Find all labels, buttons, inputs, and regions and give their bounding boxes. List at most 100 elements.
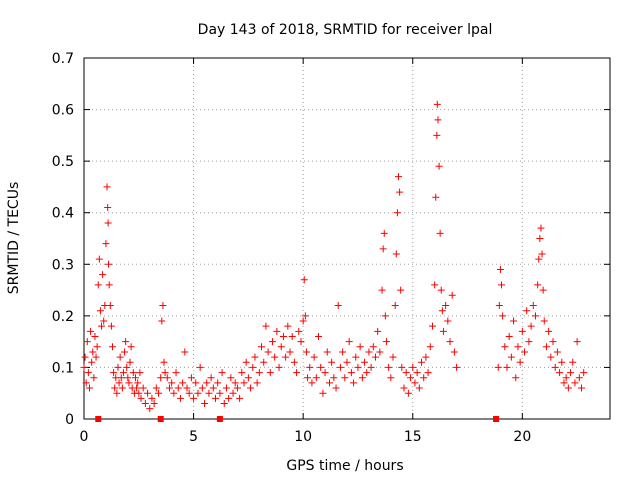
- data-point: [192, 379, 200, 387]
- data-point: [578, 384, 586, 392]
- data-point: [301, 312, 309, 320]
- data-point: [352, 353, 360, 361]
- data-point: [185, 389, 193, 397]
- data-point: [81, 353, 89, 361]
- data-point: [422, 353, 430, 361]
- data-point: [218, 369, 226, 377]
- data-point: [539, 286, 547, 294]
- data-point: [545, 327, 553, 335]
- x-tick-label: 5: [189, 429, 198, 445]
- data-point: [279, 332, 287, 340]
- data-point: [438, 307, 446, 315]
- data-point: [312, 374, 320, 382]
- data-point: [400, 384, 408, 392]
- data-point: [418, 358, 426, 366]
- data-point: [203, 379, 211, 387]
- data-point: [136, 369, 144, 377]
- data-point: [376, 348, 384, 356]
- data-point: [293, 369, 301, 377]
- data-point: [404, 389, 412, 397]
- data-point: [300, 276, 308, 284]
- data-point: [172, 369, 180, 377]
- data-point: [196, 363, 204, 371]
- data-point: [288, 332, 296, 340]
- data-point: [108, 343, 116, 351]
- data-point: [379, 245, 387, 253]
- data-point: [92, 353, 100, 361]
- data-point: [129, 369, 137, 377]
- data-point: [121, 348, 129, 356]
- data-point: [155, 389, 163, 397]
- data-point: [198, 384, 206, 392]
- data-point: [255, 369, 263, 377]
- data-point: [378, 286, 386, 294]
- data-point: [494, 363, 502, 371]
- data-point: [319, 389, 327, 397]
- data-point: [439, 327, 447, 335]
- data-point: [181, 348, 189, 356]
- data-point: [102, 240, 110, 248]
- data-point: [428, 322, 436, 330]
- x-tick-label: 20: [513, 429, 531, 445]
- data-point: [227, 374, 235, 382]
- data-point: [523, 307, 531, 315]
- data-point: [369, 343, 377, 351]
- data-point: [271, 353, 279, 361]
- data-point: [537, 224, 545, 232]
- data-point: [392, 250, 400, 258]
- data-point: [317, 363, 325, 371]
- data-point: [123, 363, 131, 371]
- data-point: [238, 369, 246, 377]
- data-point: [190, 394, 198, 402]
- x-tick-label: 15: [404, 429, 422, 445]
- data-point: [380, 229, 388, 237]
- data-point: [118, 384, 126, 392]
- data-point: [168, 379, 176, 387]
- data-point: [510, 317, 518, 325]
- data-point: [127, 343, 135, 351]
- data-point: [148, 394, 156, 402]
- data-point: [132, 374, 140, 382]
- data-point: [432, 193, 440, 201]
- data-point: [518, 327, 526, 335]
- data-point: [134, 379, 142, 387]
- data-point: [433, 131, 441, 139]
- data-point: [247, 384, 255, 392]
- data-point: [216, 389, 224, 397]
- data-point: [426, 343, 434, 351]
- data-point: [498, 281, 506, 289]
- data-point: [124, 374, 132, 382]
- data-point: [407, 374, 415, 382]
- data-point: [90, 374, 98, 382]
- data-point: [391, 302, 399, 310]
- data-point: [315, 332, 323, 340]
- data-point: [273, 327, 281, 335]
- data-point: [436, 229, 444, 237]
- data-point: [560, 379, 568, 387]
- data-point: [275, 363, 283, 371]
- data-point: [116, 353, 124, 361]
- data-point: [262, 322, 270, 330]
- data-point: [365, 348, 373, 356]
- data-point: [325, 379, 333, 387]
- data-point: [562, 374, 570, 382]
- data-point: [431, 281, 439, 289]
- gap-marker: [493, 416, 500, 422]
- data-point: [207, 374, 215, 382]
- data-point: [160, 358, 168, 366]
- data-point: [385, 363, 393, 371]
- data-point: [330, 374, 338, 382]
- data-point: [571, 379, 579, 387]
- y-tick-label: 0.5: [52, 154, 74, 170]
- data-point: [152, 384, 160, 392]
- data-point: [336, 363, 344, 371]
- data-point: [358, 374, 366, 382]
- data-point: [334, 302, 342, 310]
- data-point: [133, 384, 141, 392]
- data-point: [159, 302, 167, 310]
- data-point: [284, 322, 292, 330]
- data-point: [105, 260, 113, 268]
- data-point: [310, 353, 318, 361]
- data-point: [382, 338, 390, 346]
- data-point: [170, 389, 178, 397]
